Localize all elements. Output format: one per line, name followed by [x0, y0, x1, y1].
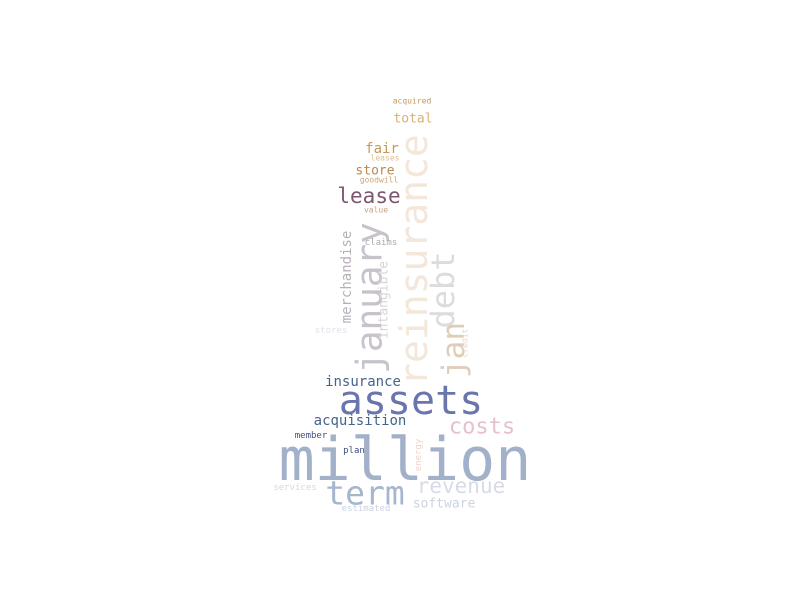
- cloud-word-acquired: acquired: [393, 97, 432, 106]
- cloud-word-debt: debt: [424, 251, 462, 328]
- cloud-word-software: software: [413, 497, 476, 512]
- cloud-word-merchandise: merchandise: [339, 231, 355, 324]
- cloud-word-value: value: [364, 206, 388, 215]
- cloud-word-total: total: [393, 112, 432, 127]
- cloud-word-fair: fair: [365, 141, 399, 157]
- cloud-word-million: million: [279, 425, 532, 495]
- cloud-word-insurance: insurance: [325, 374, 401, 390]
- cloud-word-leases: leases: [371, 154, 400, 163]
- cloud-word-jan: jan: [436, 322, 472, 378]
- cloud-word-january: january: [350, 222, 391, 374]
- cloud-word-credit: credit: [461, 328, 470, 357]
- cloud-word-lease: lease: [337, 184, 400, 208]
- cloud-word-intangible: intangible: [377, 261, 392, 339]
- cloud-word-costs: costs: [449, 415, 515, 440]
- cloud-word-claims: claims: [365, 238, 398, 248]
- cloud-word-services: services: [273, 483, 316, 493]
- cloud-word-goodwill: goodwill: [360, 176, 399, 185]
- cloud-word-assets: assets: [339, 378, 484, 424]
- cloud-word-energy: energy: [414, 438, 424, 471]
- cloud-word-reinsurance: reinsurance: [392, 134, 436, 386]
- cloud-word-member: member: [295, 431, 328, 441]
- cloud-word-estimated: estimated: [342, 504, 391, 514]
- cloud-word-revenue: revenue: [417, 474, 506, 498]
- cloud-word-acquisition: acquisition: [314, 413, 407, 429]
- cloud-word-plan: plan: [343, 446, 365, 456]
- cloud-word-term: term: [325, 474, 404, 513]
- cloud-word-stores: stores: [315, 326, 348, 336]
- cloud-word-store: store: [355, 164, 394, 179]
